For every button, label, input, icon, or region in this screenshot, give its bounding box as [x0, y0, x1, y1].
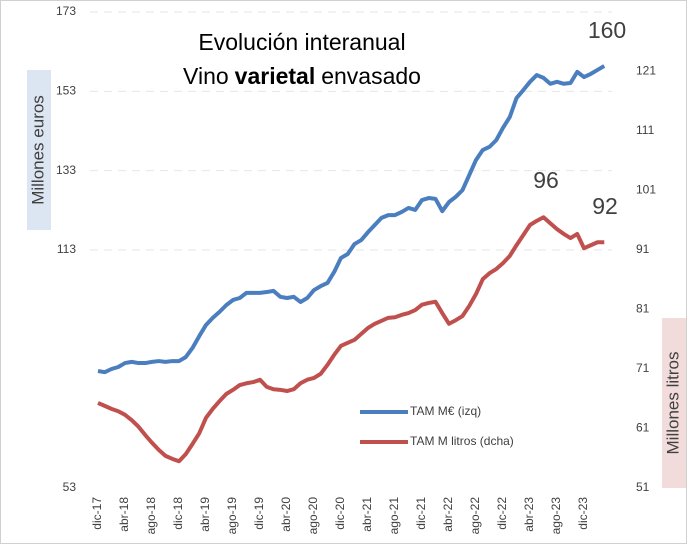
- x-tick-label: abr-19: [198, 497, 212, 532]
- x-tick-label: dic-17: [90, 497, 104, 530]
- y2-tick-label: 111: [636, 123, 655, 137]
- x-tick-label: dic-20: [333, 497, 347, 530]
- y2-tick-label: 61: [636, 421, 650, 435]
- x-tick-label: ago-18: [144, 497, 158, 535]
- x-tick-label: ago-21: [387, 497, 401, 535]
- legend-label: TAM M litros (dcha): [410, 434, 514, 448]
- y2-tick-label: 51: [636, 480, 650, 494]
- x-tick-label: abr-21: [360, 497, 374, 532]
- subtitle-part: envasado: [321, 63, 421, 89]
- annotation: 92: [592, 193, 618, 219]
- y2-tick-label: 101: [636, 183, 656, 197]
- x-tick-label: dic-23: [576, 497, 590, 530]
- chart-title: Evolución interanual: [198, 29, 405, 55]
- y-tick-label: 53: [63, 480, 77, 494]
- x-tick-label: dic-22: [495, 497, 509, 530]
- x-tick-label: abr-18: [117, 497, 131, 532]
- x-tick-label: dic-19: [252, 497, 266, 530]
- subtitle-part: Vino: [183, 63, 229, 89]
- y-tick-label: 113: [57, 242, 76, 256]
- ylabel-box: [27, 70, 51, 230]
- chart-subtitle: Vino varietal envasado: [183, 63, 421, 89]
- x-tick-label: ago-20: [306, 497, 320, 535]
- x-tick-label: ago-19: [225, 497, 239, 535]
- y2-tick-label: 91: [636, 242, 650, 256]
- x-tick-label: abr-23: [522, 497, 536, 532]
- y2-tick-label: 121: [636, 64, 656, 78]
- x-tick-label: dic-18: [171, 497, 185, 530]
- y2label-box: [662, 318, 686, 488]
- line-series: [97, 64, 606, 375]
- y-tick-label: 173: [56, 4, 76, 18]
- legend-label: TAM M€ (izq): [410, 404, 481, 418]
- y2-tick-label: 81: [636, 302, 650, 316]
- x-tick-label: abr-20: [279, 497, 293, 532]
- y-axis-label: Millones euros: [28, 95, 47, 205]
- annotation: 160: [588, 17, 626, 43]
- x-tick-label: ago-23: [549, 497, 563, 535]
- line-series: [97, 215, 605, 464]
- y2-tick-label: 71: [636, 361, 650, 375]
- x-tick-label: abr-22: [441, 497, 455, 532]
- subtitle-bold: varietal: [235, 63, 316, 89]
- x-tick-label: ago-22: [468, 497, 482, 535]
- y2-axis-label: Millones litros: [663, 352, 682, 455]
- x-tick-label: dic-21: [414, 497, 428, 530]
- annotation: 96: [533, 167, 559, 193]
- y-tick-label: 153: [56, 84, 76, 98]
- y-tick-label: 133: [56, 163, 76, 177]
